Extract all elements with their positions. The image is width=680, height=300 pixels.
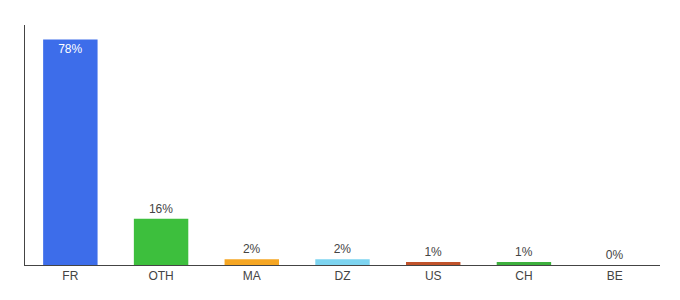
svg-text:US: US bbox=[425, 269, 442, 283]
svg-text:OTH: OTH bbox=[148, 269, 173, 283]
svg-text:DZ: DZ bbox=[335, 269, 351, 283]
svg-text:16%: 16% bbox=[149, 202, 173, 216]
svg-text:78%: 78% bbox=[58, 42, 82, 56]
svg-text:2%: 2% bbox=[243, 242, 261, 256]
svg-text:1%: 1% bbox=[424, 245, 442, 259]
svg-text:0%: 0% bbox=[606, 248, 624, 262]
svg-text:2%: 2% bbox=[334, 242, 352, 256]
svg-text:1%: 1% bbox=[515, 245, 533, 259]
svg-text:BE: BE bbox=[607, 269, 623, 283]
svg-text:FR: FR bbox=[62, 269, 78, 283]
svg-text:CH: CH bbox=[515, 269, 532, 283]
svg-text:MA: MA bbox=[243, 269, 261, 283]
